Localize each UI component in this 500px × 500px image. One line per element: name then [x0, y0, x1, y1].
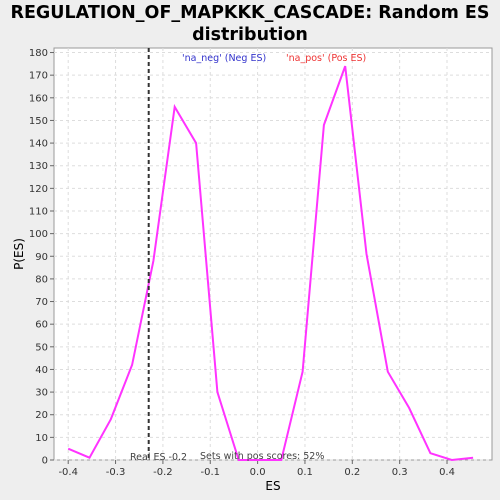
- pos-scores-label: Sets with pos scores: 52%: [200, 451, 324, 462]
- x-tick-label: -0.2: [153, 467, 173, 478]
- y-tick-label: 110: [29, 206, 48, 217]
- y-tick-label: 70: [35, 297, 48, 308]
- series-group: [67, 65, 474, 462]
- y-tick-label: 120: [29, 184, 48, 195]
- grid: [54, 48, 492, 461]
- chart-title-line-1: REGULATION_OF_MAPKKK_CASCADE: Random ES: [10, 3, 490, 23]
- x-tick-label: 0.2: [344, 467, 360, 478]
- y-tick-label: 180: [29, 48, 48, 59]
- y-tick-label: 160: [29, 93, 48, 104]
- real-es-label: Real ES -0.2: [130, 452, 187, 463]
- y-tick-label: 10: [35, 433, 48, 444]
- y-tick-label: 0: [42, 456, 48, 467]
- x-tick-label: 0.4: [439, 467, 455, 478]
- chart-title: REGULATION_OF_MAPKKK_CASCADE: Random ES …: [0, 2, 500, 46]
- y-tick-label: 150: [29, 116, 48, 127]
- x-tick-label: -0.3: [106, 467, 126, 478]
- y-tick-label: 140: [29, 139, 48, 150]
- y-axis-title: P(ES): [12, 238, 26, 270]
- x-tick-label: -0.4: [58, 467, 78, 478]
- x-axis: -0.4 -0.3 -0.2 -0.1 0.0 0.1 0.2 0.3 0.4: [58, 460, 455, 478]
- y-tick-label: 30: [35, 388, 48, 399]
- legend-pos: 'na_pos' (Pos ES): [286, 53, 366, 64]
- x-axis-title: ES: [265, 479, 280, 493]
- x-tick-label: 0.0: [250, 467, 266, 478]
- y-tick-label: 130: [29, 161, 48, 172]
- y-tick-label: 40: [35, 365, 48, 376]
- chart-title-line-2: distribution: [192, 25, 308, 45]
- plot-area: [53, 47, 493, 461]
- legend-neg: 'na_neg' (Neg ES): [182, 53, 266, 64]
- x-tick-label: 0.1: [297, 467, 313, 478]
- y-axis: 0 10 20 30 40 50 60 70 80 90 100 110 120 130 140 150 160…: [29, 48, 54, 467]
- y-tick-label: 50: [35, 342, 48, 353]
- x-tick-label: -0.1: [201, 467, 221, 478]
- x-tick-label: 0.3: [392, 467, 408, 478]
- y-tick-label: 90: [35, 252, 48, 263]
- es-distribution-line: [67, 65, 474, 462]
- y-tick-label: 170: [29, 71, 48, 82]
- y-tick-label: 80: [35, 274, 48, 285]
- y-tick-label: 20: [35, 410, 48, 421]
- y-tick-label: 60: [35, 320, 48, 331]
- y-tick-label: 100: [29, 229, 48, 240]
